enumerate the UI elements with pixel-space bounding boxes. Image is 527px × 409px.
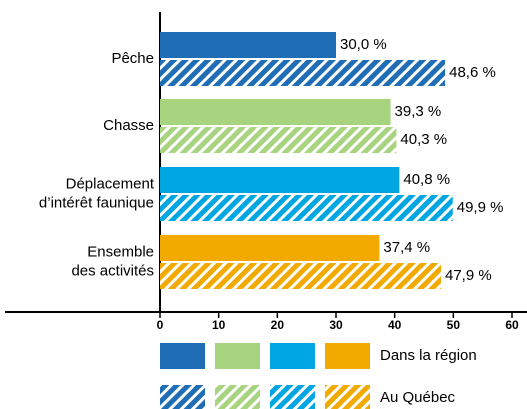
value-label: 40,3 % xyxy=(400,131,447,148)
value-label: 40,8 % xyxy=(403,171,450,188)
legend-swatch xyxy=(325,343,370,369)
value-label: 37,4 % xyxy=(383,239,430,256)
value-label: 49,9 % xyxy=(457,199,504,216)
category-label: Pêche xyxy=(111,50,154,67)
bar xyxy=(160,195,453,221)
bar xyxy=(160,235,380,261)
legend-label: Dans la région xyxy=(380,347,477,364)
legend-swatch xyxy=(325,385,370,409)
bar xyxy=(160,167,400,193)
legend-swatch xyxy=(270,343,315,369)
value-label: 47,9 % xyxy=(445,267,492,284)
legend-label: Au Québec xyxy=(380,389,456,406)
x-tick-label: 50 xyxy=(447,318,461,332)
legend-swatch xyxy=(270,385,315,409)
category-label: des activités xyxy=(71,262,154,279)
bar xyxy=(160,60,446,86)
bar xyxy=(160,99,391,125)
value-label: 48,6 % xyxy=(449,64,496,81)
x-tick-label: 60 xyxy=(505,318,519,332)
bar xyxy=(160,263,442,289)
value-label: 39,3 % xyxy=(395,103,442,120)
category-label: Ensemble xyxy=(87,243,154,260)
legend-swatch xyxy=(215,343,260,369)
category-label: Chasse xyxy=(103,117,154,134)
x-tick-label: 30 xyxy=(329,318,343,332)
category-label: Déplacement xyxy=(66,175,155,192)
x-tick-label: 0 xyxy=(157,318,164,332)
legend-swatch xyxy=(160,343,205,369)
x-tick-label: 10 xyxy=(212,318,226,332)
legend-swatch xyxy=(160,385,205,409)
category-label: d’intérêt faunique xyxy=(39,194,154,211)
x-tick-label: 40 xyxy=(388,318,402,332)
bar xyxy=(160,127,397,153)
value-label: 30,0 % xyxy=(340,36,387,53)
legend-swatch xyxy=(215,385,260,409)
bar xyxy=(160,32,336,58)
x-tick-label: 20 xyxy=(271,318,285,332)
